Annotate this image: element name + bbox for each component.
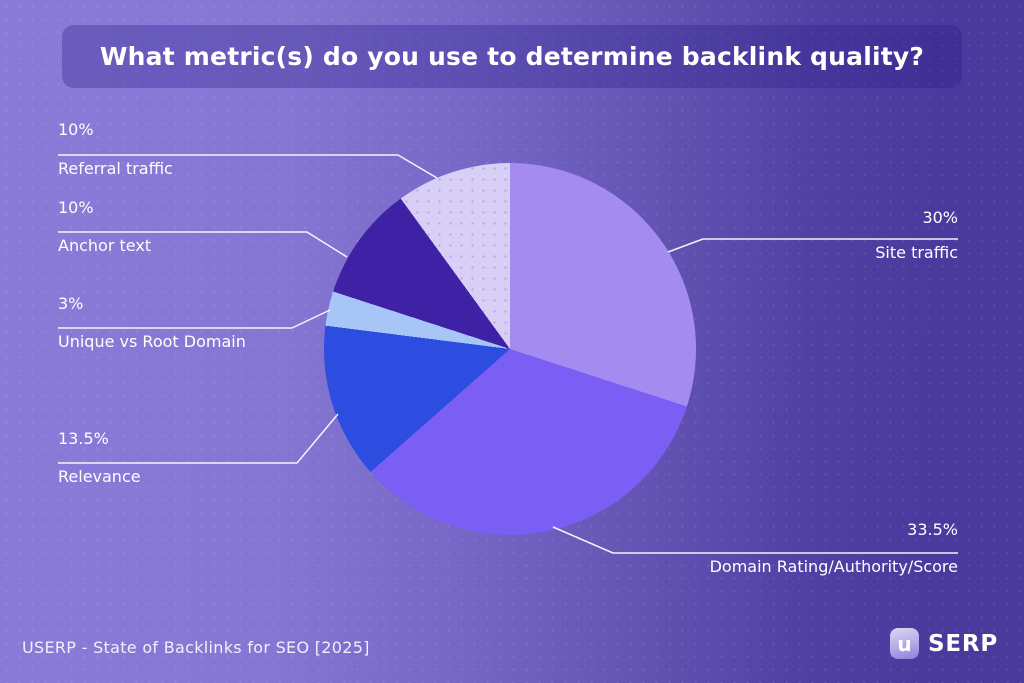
domain-rating-percent: 33.5% <box>907 520 958 539</box>
leader-line-domain-rating <box>552 526 958 554</box>
userp-logo-mark-icon: u <box>889 628 919 659</box>
referral-traffic-dots-pattern <box>335 163 510 349</box>
userp-logo: u SERP <box>889 628 998 659</box>
anchor-text-percent: 10% <box>58 198 94 217</box>
userp-logo-wordmark: SERP <box>927 630 998 657</box>
relevance-percent: 13.5% <box>58 429 109 448</box>
source-attribution: USERP - State of Backlinks for SEO [2025… <box>22 638 370 657</box>
pie-chart <box>324 163 696 535</box>
page-title: What metric(s) do you use to determine b… <box>99 42 925 71</box>
leader-line-unique-vs-root-domain <box>58 309 331 329</box>
unique-vs-root-domain-percent: 3% <box>58 294 84 313</box>
relevance-label: Relevance <box>58 467 141 486</box>
domain-rating-label: Domain Rating/Authority/Score <box>709 557 958 576</box>
site-traffic-label: Site traffic <box>875 243 958 262</box>
referral-traffic-percent: 10% <box>58 120 94 139</box>
site-traffic-percent: 30% <box>922 208 958 227</box>
title-banner: What metric(s) do you use to determine b… <box>62 25 962 88</box>
referral-traffic-label: Referral traffic <box>58 159 173 178</box>
anchor-text-label: Anchor text <box>58 236 152 255</box>
unique-vs-root-domain-label: Unique vs Root Domain <box>58 332 246 351</box>
